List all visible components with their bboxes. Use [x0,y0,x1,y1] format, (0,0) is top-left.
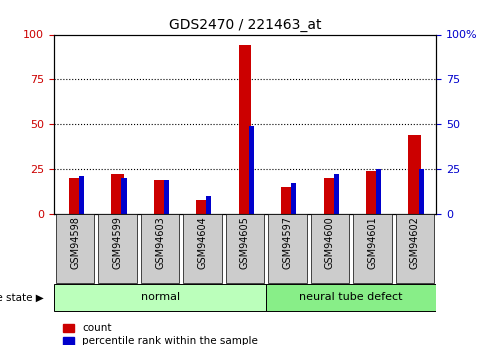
Bar [141,214,179,283]
Bar [311,214,349,283]
Bar [353,214,392,283]
Bar [226,214,264,283]
Bar [281,187,294,214]
Bar [366,171,379,214]
Text: GSM94604: GSM94604 [197,216,208,269]
Bar [164,180,169,214]
Bar [206,196,212,214]
Text: GSM94602: GSM94602 [410,216,420,269]
Bar [323,178,336,214]
Bar [111,175,124,214]
Text: GSM94601: GSM94601 [368,216,377,269]
Bar [376,169,381,214]
Text: GSM94597: GSM94597 [282,216,293,269]
Text: GSM94600: GSM94600 [325,216,335,269]
Title: GDS2470 / 221463_at: GDS2470 / 221463_at [169,18,321,32]
Legend: count, percentile rank within the sample: count, percentile rank within the sample [59,319,262,345]
Bar [79,176,84,214]
Text: normal: normal [141,292,180,302]
Bar [69,178,81,214]
Bar [266,284,436,311]
Bar [54,284,266,311]
Bar [396,214,434,283]
Bar [183,214,221,283]
Bar [98,214,137,283]
Bar [249,126,254,214]
Text: neural tube defect: neural tube defect [299,292,403,302]
Bar [196,199,209,214]
Bar [269,214,307,283]
Text: disease state ▶: disease state ▶ [0,293,44,303]
Bar [418,169,424,214]
Bar [291,184,296,214]
Text: GSM94598: GSM94598 [70,216,80,269]
Text: GSM94605: GSM94605 [240,216,250,269]
Bar [56,214,94,283]
Bar [122,178,126,214]
Text: GSM94599: GSM94599 [113,216,122,269]
Bar [239,45,251,214]
Bar [409,135,421,214]
Bar [154,180,167,214]
Text: GSM94603: GSM94603 [155,216,165,269]
Bar [334,175,339,214]
